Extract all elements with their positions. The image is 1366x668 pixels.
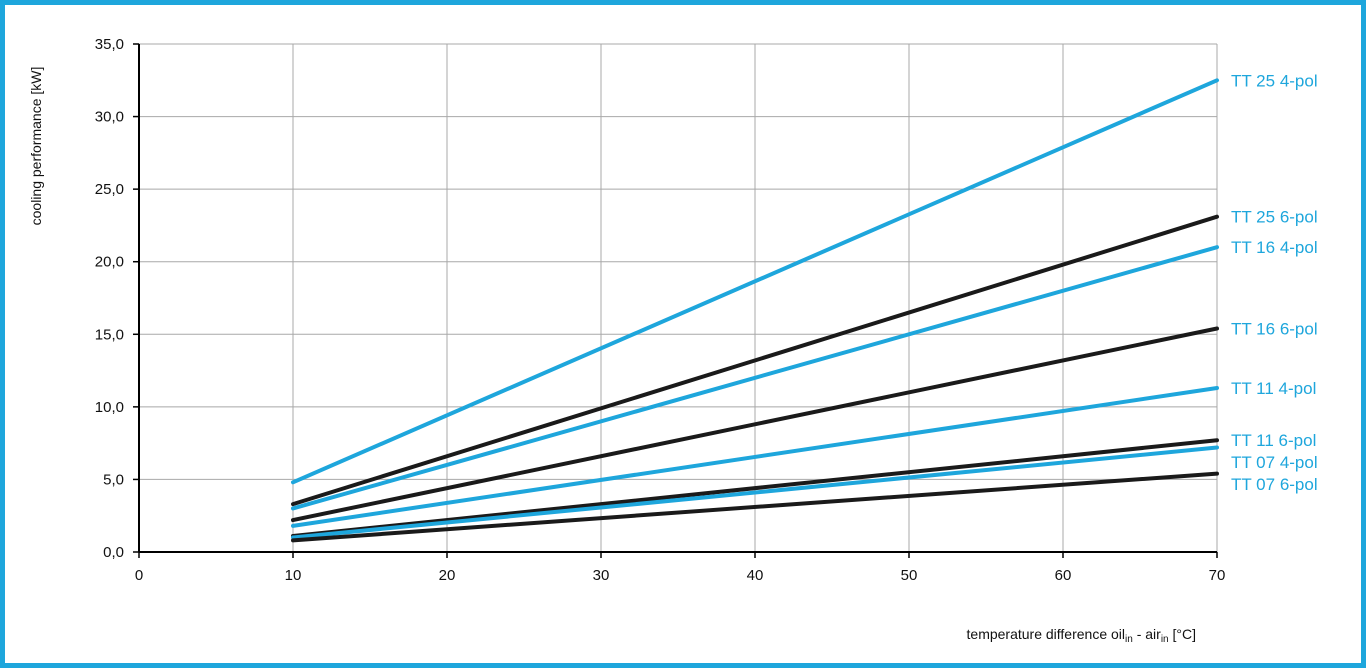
series-labels: TT 25 4-pol TT 25 6-pol TT 16 4-pol TT 16 6…	[1231, 71, 1318, 494]
series-line-tt-07-4-pol	[291, 445, 1219, 540]
series-line-tt-07-6-pol	[291, 471, 1219, 543]
x-tick-label: 10	[285, 567, 302, 584]
series-line-tt-16-6-pol	[291, 326, 1219, 523]
series-lines	[291, 78, 1219, 543]
series-label-tt-11-4-pol: TT 11 4-pol	[1231, 379, 1316, 398]
x-tick-label: 50	[901, 567, 918, 584]
y-tick-label: 35,0	[95, 36, 124, 53]
x-axis-title-suffix: [°C]	[1169, 626, 1196, 642]
x-tick-label: 40	[747, 567, 764, 584]
grid	[139, 43, 1218, 552]
x-axis-title-sub1: in	[1125, 634, 1133, 645]
series-label-tt-25-4-pol: TT 25 4-pol	[1231, 71, 1318, 90]
series-line-tt-25-4-pol	[291, 78, 1219, 485]
series-label-tt-16-6-pol: TT 16 6-pol	[1231, 319, 1318, 338]
y-tick-label: 30,0	[95, 109, 124, 126]
series-line-tt-11-6-pol	[291, 438, 1219, 539]
y-tick-label: 5,0	[103, 471, 124, 488]
series-label-tt-16-4-pol: TT 16 4-pol	[1231, 238, 1318, 257]
x-axis-title-sub2: in	[1161, 634, 1169, 645]
y-tick-label: 20,0	[95, 254, 124, 271]
x-axis-title-middle: - air	[1133, 626, 1161, 642]
axes: 0,0 5,0 10,0 15,0 20,0 25,0 30,0 35,0 0 10 20 30 40 5…	[95, 36, 1226, 584]
x-tick-label: 20	[439, 567, 456, 584]
series-label-tt-11-6-pol: TT 11 6-pol	[1231, 431, 1316, 450]
y-tick-label: 0,0	[103, 544, 124, 561]
x-tick-label: 70	[1209, 567, 1226, 584]
series-line-tt-16-4-pol	[291, 245, 1219, 511]
y-tick-label: 10,0	[95, 399, 124, 416]
series-line-tt-11-4-pol	[291, 385, 1219, 528]
series-label-tt-25-6-pol: TT 25 6-pol	[1231, 208, 1318, 227]
series-label-tt-07-6-pol: TT 07 6-pol	[1231, 475, 1318, 494]
y-axis-title: cooling performance [kW]	[28, 67, 44, 226]
y-tick-label: 15,0	[95, 326, 124, 343]
x-tick-label: 30	[593, 567, 610, 584]
x-tick-label: 0	[135, 567, 143, 584]
x-axis-title-prefix: temperature difference oil	[967, 626, 1126, 642]
series-line-tt-25-6-pol	[291, 214, 1219, 507]
series-label-tt-07-4-pol: TT 07 4-pol	[1231, 453, 1318, 472]
x-axis-title: temperature difference oilin - airin [°C…	[967, 626, 1196, 645]
x-tick-label: 60	[1055, 567, 1072, 584]
y-tick-label: 25,0	[95, 181, 124, 198]
